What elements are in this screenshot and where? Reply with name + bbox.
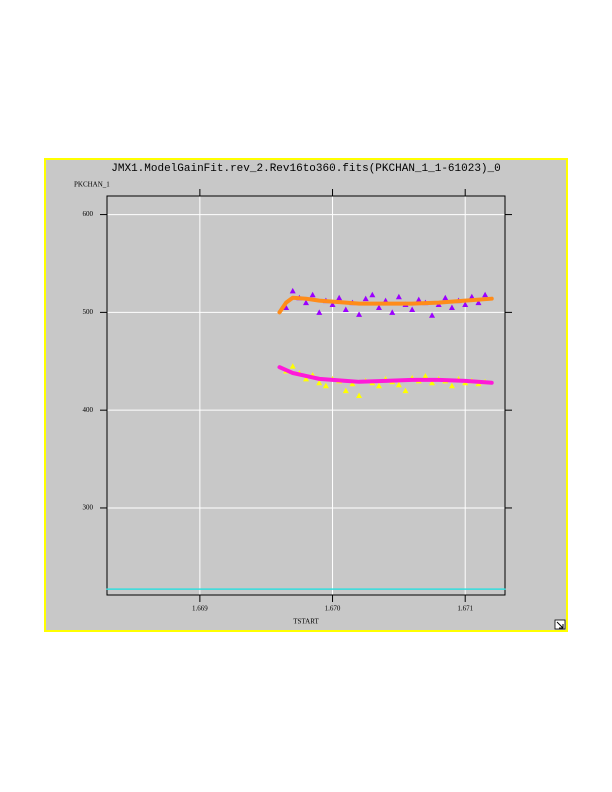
x-tick-label: 1.670 <box>325 605 341 613</box>
data-point <box>468 293 475 300</box>
data-point <box>329 301 336 308</box>
data-point <box>342 306 349 312</box>
y-tick-label: 300 <box>83 504 94 512</box>
x-tick-label: 1.669 <box>192 605 208 613</box>
y-tick-label: 500 <box>83 308 94 316</box>
y-axis-label: PKCHAN_1 <box>74 181 110 189</box>
data-point <box>375 304 382 310</box>
data-point <box>389 309 396 315</box>
fit-line <box>277 295 494 315</box>
data-point <box>442 294 449 301</box>
x-tick-label: 1.671 <box>457 605 473 613</box>
resize-icon[interactable] <box>554 619 566 630</box>
data-point <box>289 363 296 369</box>
data-point <box>316 379 323 386</box>
data-point <box>369 291 376 298</box>
chart-title: JMX1.ModelGainFit.rev_2.Rev16to360.fits(… <box>111 163 500 175</box>
data-point <box>342 387 349 394</box>
y-tick-label: 600 <box>83 210 94 218</box>
x-axis-label: TSTART <box>293 618 319 626</box>
data-point <box>349 380 356 387</box>
data-point <box>462 301 469 308</box>
data-point <box>395 293 402 300</box>
data-point <box>402 387 409 394</box>
data-point <box>429 379 436 386</box>
data-point <box>303 299 309 306</box>
data-point <box>395 381 402 388</box>
data-point <box>429 312 436 318</box>
data-point <box>336 294 343 301</box>
data-point <box>356 392 363 398</box>
data-point <box>322 382 329 389</box>
data-point <box>475 299 482 306</box>
data-point <box>356 311 363 317</box>
y-tick-label: 400 <box>83 406 94 414</box>
chart-frame <box>44 158 568 632</box>
data-point <box>448 304 455 310</box>
data-point <box>409 306 416 312</box>
data-point <box>375 382 382 389</box>
data-point <box>283 304 290 310</box>
data-point <box>316 309 323 315</box>
fit-line <box>277 365 494 385</box>
data-point <box>415 296 422 303</box>
data-point <box>309 291 316 298</box>
plot-border <box>106 195 506 596</box>
data-point <box>422 372 429 379</box>
data-point <box>362 295 369 302</box>
data-point <box>289 287 296 294</box>
data-point <box>482 291 489 298</box>
data-point <box>303 375 309 382</box>
data-point <box>448 382 455 389</box>
